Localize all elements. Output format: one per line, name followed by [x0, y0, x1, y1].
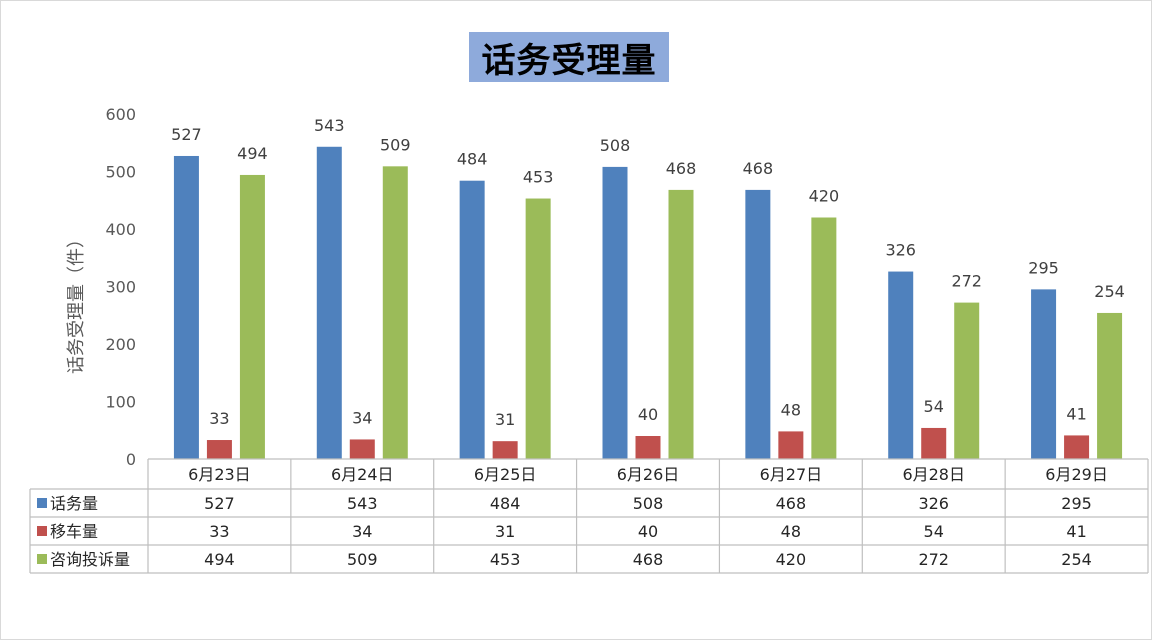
bar	[668, 189, 694, 459]
table-cell: 254	[1061, 550, 1092, 569]
bar	[745, 189, 771, 459]
bar	[525, 198, 551, 459]
table-cell: 33	[209, 522, 229, 541]
table-cell: 41	[1066, 522, 1086, 541]
table-cell: 326	[918, 494, 949, 513]
bar	[635, 436, 661, 459]
data-label: 31	[495, 410, 515, 429]
bar	[778, 431, 804, 459]
y-axis: 0 100 200 300 400 500 600	[105, 105, 136, 469]
data-label: 494	[237, 144, 268, 163]
table-cell: 527	[204, 494, 235, 513]
x-category-label: 6月29日	[1045, 465, 1108, 484]
table-cell: 543	[347, 494, 378, 513]
y-tick-label: 600	[105, 105, 136, 124]
bar	[921, 427, 947, 459]
table-cell: 468	[776, 494, 807, 513]
y-axis-label-group: 话务受理量（件）	[66, 230, 87, 374]
y-axis-label: 话务受理量（件）	[66, 230, 87, 374]
data-label: 326	[885, 241, 916, 260]
bar	[888, 271, 914, 459]
data-label: 508	[600, 136, 631, 155]
y-tick-label: 300	[105, 278, 136, 297]
x-category-label: 6月24日	[331, 465, 394, 484]
table-cell: 54	[924, 522, 944, 541]
legend-swatch	[37, 554, 47, 564]
data-labels-group: 527 543 484 508 468 326 295 33 34 31 40 48 54 41 494 50…	[171, 116, 1125, 429]
data-label: 484	[457, 150, 488, 169]
table-cell: 420	[776, 550, 807, 569]
y-tick-label: 400	[105, 220, 136, 239]
bar	[1097, 312, 1123, 459]
x-category-label: 6月26日	[617, 465, 680, 484]
data-label: 527	[171, 125, 202, 144]
legend-swatch	[37, 526, 47, 536]
y-tick-label: 100	[105, 393, 136, 412]
table-cell: 34	[352, 522, 372, 541]
data-label: 33	[209, 409, 229, 428]
y-tick-label: 200	[105, 335, 136, 354]
legend-label: 移车量	[50, 522, 98, 541]
table-cell: 484	[490, 494, 521, 513]
bar	[206, 440, 232, 459]
bar	[239, 174, 265, 459]
y-tick-label: 0	[126, 450, 136, 469]
table-cell: 509	[347, 550, 378, 569]
x-category-label: 6月25日	[474, 465, 537, 484]
x-category-label: 6月23日	[188, 465, 251, 484]
bar	[382, 166, 408, 459]
bar	[316, 146, 342, 459]
table-cell: 453	[490, 550, 521, 569]
table-cell: 494	[204, 550, 235, 569]
bars-group	[173, 146, 1123, 459]
table-cell: 48	[781, 522, 801, 541]
x-category-label: 6月28日	[902, 465, 965, 484]
table-cell: 468	[633, 550, 664, 569]
data-label: 509	[380, 135, 411, 154]
data-label: 40	[638, 405, 658, 424]
data-label: 272	[951, 272, 982, 291]
bar	[602, 166, 628, 459]
legend-label: 话务量	[50, 494, 98, 513]
data-label: 41	[1066, 404, 1086, 423]
bar	[954, 302, 980, 459]
bar	[1031, 289, 1057, 459]
x-category-label: 6月27日	[760, 465, 823, 484]
data-label: 420	[809, 187, 840, 206]
legend-swatch	[37, 498, 47, 508]
table-cell: 295	[1061, 494, 1092, 513]
data-label: 468	[743, 159, 774, 178]
data-label: 468	[666, 159, 697, 178]
data-label: 453	[523, 168, 554, 187]
table-cell: 508	[633, 494, 664, 513]
bar	[492, 441, 518, 459]
data-label: 254	[1094, 282, 1125, 301]
data-label: 34	[352, 408, 372, 427]
table-cell: 40	[638, 522, 658, 541]
bar	[811, 217, 837, 459]
data-label: 295	[1028, 258, 1059, 277]
bar	[459, 180, 485, 459]
table-cell: 31	[495, 522, 515, 541]
bar	[349, 439, 375, 459]
legend-label: 咨询投诉量	[50, 550, 130, 569]
y-tick-label: 500	[105, 163, 136, 182]
data-label: 543	[314, 116, 345, 135]
data-label: 48	[781, 400, 801, 419]
bar	[1064, 435, 1090, 459]
table-cell: 272	[918, 550, 949, 569]
data-label: 54	[924, 397, 944, 416]
chart-title: 话务受理量	[469, 32, 669, 82]
bar	[173, 155, 199, 459]
